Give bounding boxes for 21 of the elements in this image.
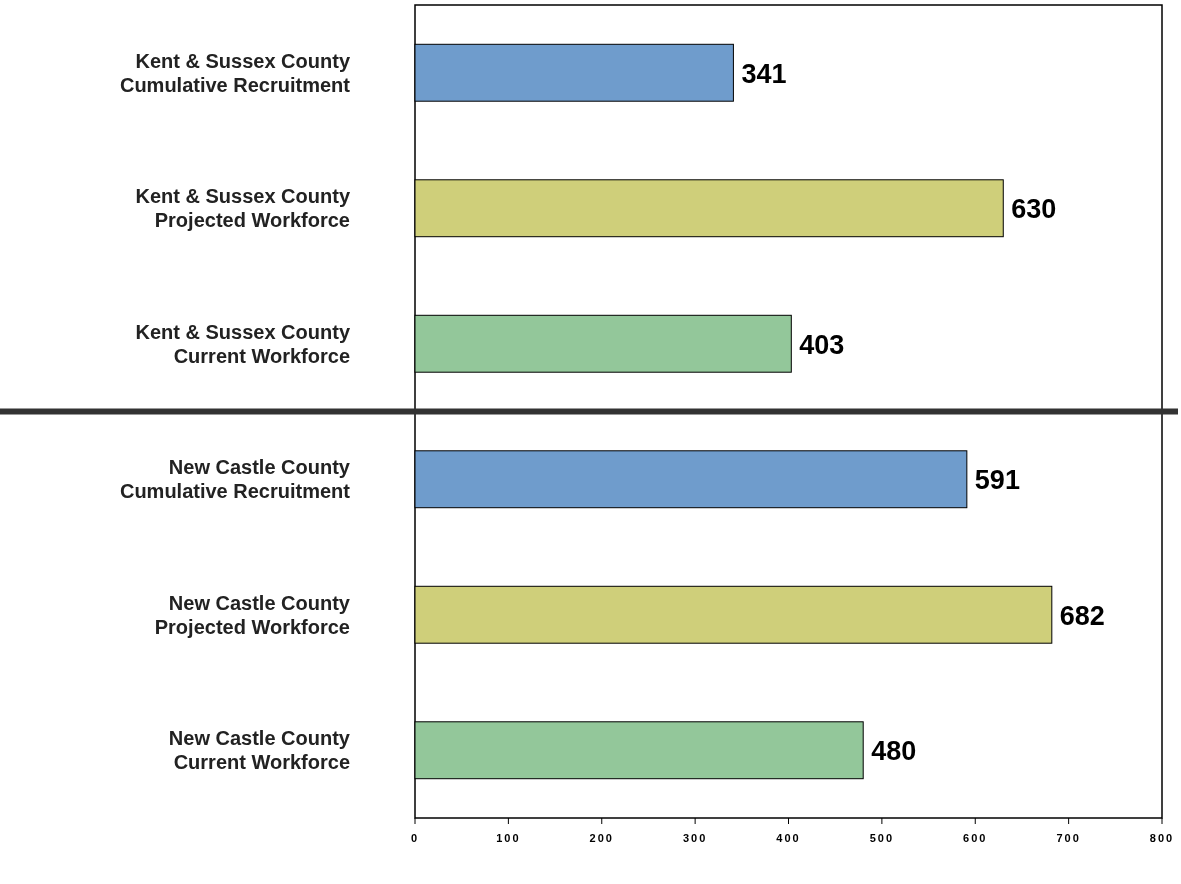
x-tick-label: 400 (776, 832, 801, 844)
x-tick-label: 700 (1056, 832, 1081, 844)
x-tick-label: 0 (410, 832, 420, 844)
x-tick-label: 600 (963, 832, 988, 844)
data-label: 480 (871, 736, 917, 767)
y-tick-label: Kent & Sussex County Cumulative Recruitment (119, 49, 351, 96)
data-label: 630 (1011, 194, 1057, 225)
data-label: 341 (741, 58, 787, 89)
data-label: 682 (1059, 600, 1105, 631)
x-tick-label: 200 (589, 832, 614, 844)
x-tick-label: 500 (869, 832, 895, 844)
data-label: 591 (974, 465, 1020, 496)
y-tick-label: New Castle County Projected Workforce (154, 591, 351, 638)
y-tick-label: Kent & Sussex County Current Workforce (135, 320, 351, 367)
x-tick-label: 100 (496, 832, 521, 844)
y-tick-label: New Castle County Current Workforce (168, 727, 351, 774)
y-tick-label: New Castle County Cumulative Recruitment (119, 456, 351, 503)
data-label: 403 (799, 329, 845, 360)
x-tick-label: 300 (682, 832, 708, 844)
y-tick-label: Kent & Sussex County Projected Workforce (135, 185, 351, 232)
x-tick-label: 800 (1149, 832, 1175, 844)
